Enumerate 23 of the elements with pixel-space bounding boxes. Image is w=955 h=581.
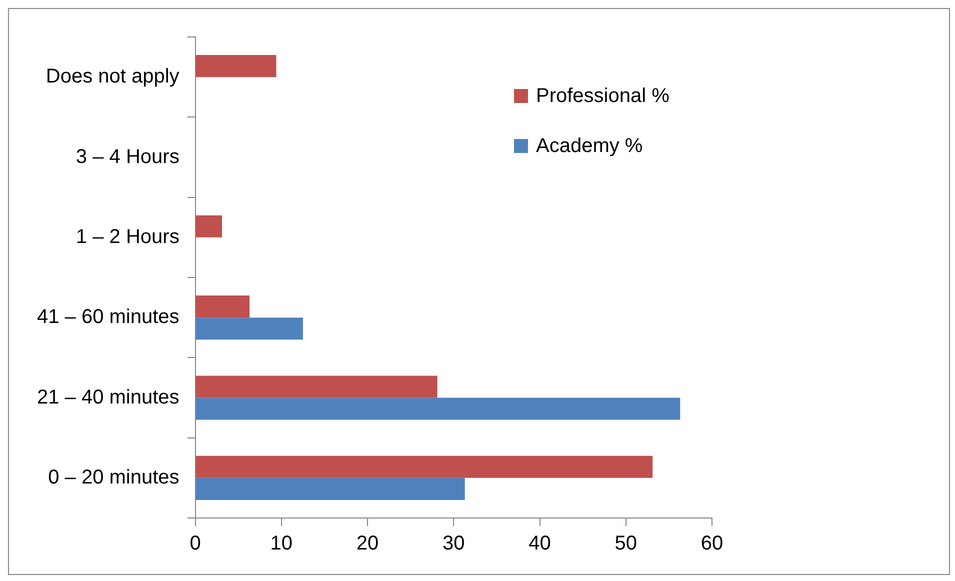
bar (196, 376, 438, 398)
y-tick-label: Does not apply (46, 66, 180, 88)
y-tick-label: 41 – 60 minutes (36, 306, 180, 328)
y-tick-label: 1 – 2 Hours (76, 226, 180, 248)
x-tick-label: 60 (700, 532, 724, 555)
x-tick-label: 30 (442, 532, 465, 555)
bar (196, 55, 276, 78)
x-tick-label: 50 (614, 532, 638, 555)
bar (196, 318, 303, 340)
y-tick-label: 0 – 20 minutes (48, 466, 180, 488)
legend-label: Professional % (536, 84, 670, 108)
bar (196, 478, 465, 500)
bar (196, 296, 250, 318)
bar (196, 456, 653, 478)
x-tick-label: 0 (190, 532, 201, 555)
bar (196, 215, 222, 238)
y-tick-label: 21 – 40 minutes (36, 386, 180, 408)
y-tick-label: 3 – 4 Hours (76, 146, 180, 168)
bar (196, 398, 680, 420)
x-tick-label: 20 (356, 532, 379, 555)
x-tick-label: 40 (528, 532, 551, 555)
legend-label: Academy % (536, 134, 643, 158)
x-tick-label: 10 (270, 532, 293, 555)
